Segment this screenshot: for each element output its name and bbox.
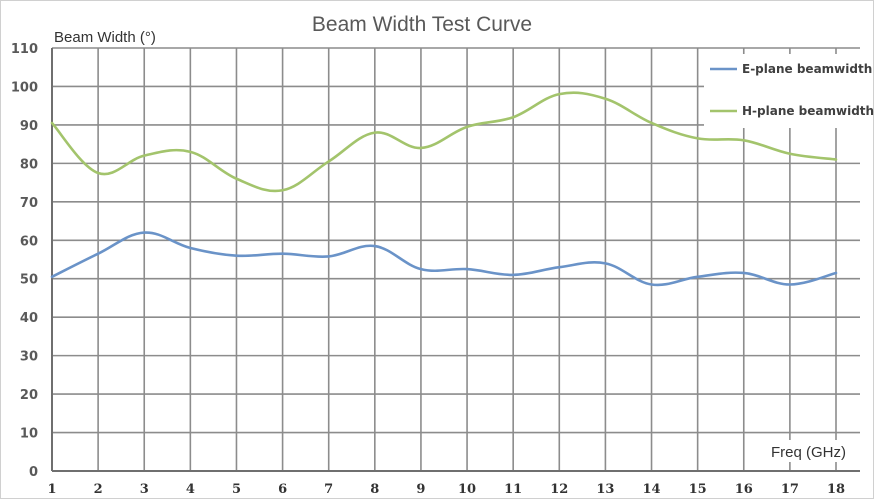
- x-tick-label: 6: [278, 482, 287, 497]
- x-tick-label: 13: [596, 482, 614, 497]
- x-tick-label: 12: [550, 482, 568, 497]
- x-tick-label: 18: [827, 482, 845, 497]
- y-tick-label: 80: [20, 157, 38, 172]
- y-tick-label: 60: [20, 234, 38, 249]
- series-line-h-plane-beamwidth: [50, 91, 838, 193]
- legend-entry-label: E-plane beamwidth: [742, 62, 872, 76]
- x-tick-label: 1: [47, 482, 56, 497]
- y-tick-label: 90: [20, 119, 38, 134]
- legend-entry-label: H-plane beamwidth: [742, 104, 874, 118]
- y-tick-label: 10: [20, 427, 38, 442]
- y-tick-label: 50: [20, 273, 38, 288]
- y-tick-labels: 0 10 20 30 40 50 60 70 80 90 100 110: [11, 42, 38, 480]
- x-tick-label: 4: [186, 482, 195, 497]
- x-tick-label: 2: [94, 482, 103, 497]
- x-axis-label: Freq (GHz): [771, 444, 846, 461]
- x-tick-label: 5: [232, 482, 241, 497]
- y-tick-label: 40: [20, 311, 38, 326]
- x-axis-label-bg: [769, 440, 861, 462]
- y-tick-label: 30: [20, 350, 38, 365]
- x-tick-label: 3: [140, 482, 149, 497]
- legend-background: [704, 54, 868, 128]
- x-tick-label: 10: [458, 482, 476, 497]
- y-tick-label: 110: [11, 42, 38, 57]
- x-tick-label: 15: [689, 482, 707, 497]
- series-line-e-plane-beamwidth: [50, 231, 838, 287]
- x-tick-label: 8: [370, 482, 379, 497]
- series-lines: [50, 91, 838, 287]
- chart-title: Beam Width Test Curve: [312, 13, 532, 36]
- x-tick-label: 11: [504, 482, 522, 497]
- x-tick-label: 7: [324, 482, 333, 497]
- legend: E-plane beamwidth H-plane beamwidth: [704, 54, 874, 128]
- y-axis-label-bg: [52, 26, 176, 47]
- y-axis-label: Beam Width (°): [54, 29, 156, 46]
- x-tick-labels: 1 2 3 4 5 6 7 8 9 10 11 12 13 14 15 16 17 18: [47, 482, 845, 497]
- x-tick-label: 9: [416, 482, 425, 497]
- y-tick-label: 70: [20, 196, 38, 211]
- y-tick-label: 0: [29, 465, 38, 480]
- y-tick-label: 100: [11, 80, 38, 95]
- x-tick-label: 16: [735, 482, 753, 497]
- x-tick-label: 14: [642, 482, 660, 497]
- grid: [51, 47, 860, 472]
- y-tick-label: 20: [20, 388, 38, 403]
- x-tick-label: 17: [781, 482, 799, 497]
